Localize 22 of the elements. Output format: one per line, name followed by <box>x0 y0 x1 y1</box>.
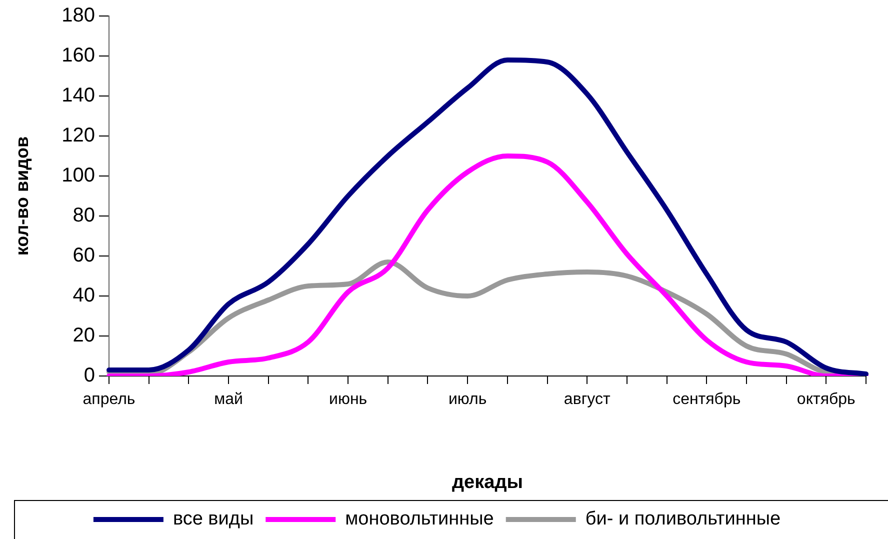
x-tick-label: май <box>214 391 243 408</box>
x-tick-label: июнь <box>329 391 368 408</box>
y-tick-label: 20 <box>72 324 95 347</box>
y-tick-label: 40 <box>72 284 95 307</box>
y-tick-label: 60 <box>72 244 95 267</box>
legend-label: все виды <box>172 508 254 530</box>
y-axis-title: кол-во видов <box>12 136 32 256</box>
x-tick-label: октябрь <box>796 391 856 408</box>
y-tick-label: 120 <box>62 124 95 147</box>
y-tick-label: 160 <box>62 44 95 67</box>
y-tick-label: 0 <box>84 364 95 387</box>
y-tick-label: 100 <box>62 164 95 187</box>
y-tick-label: 140 <box>62 84 95 107</box>
legend-label: моновольтинные <box>345 508 494 530</box>
legend-label: би- и поливольтинные <box>585 508 781 530</box>
y-tick-label: 80 <box>72 204 95 227</box>
x-axis-title: декады <box>452 472 523 493</box>
x-tick-label: апрель <box>82 391 136 408</box>
x-tick-label: август <box>564 391 611 408</box>
x-tick-label: июль <box>448 391 487 408</box>
y-tick-label: 180 <box>62 4 95 27</box>
x-tick-label: сентябрь <box>672 391 741 408</box>
